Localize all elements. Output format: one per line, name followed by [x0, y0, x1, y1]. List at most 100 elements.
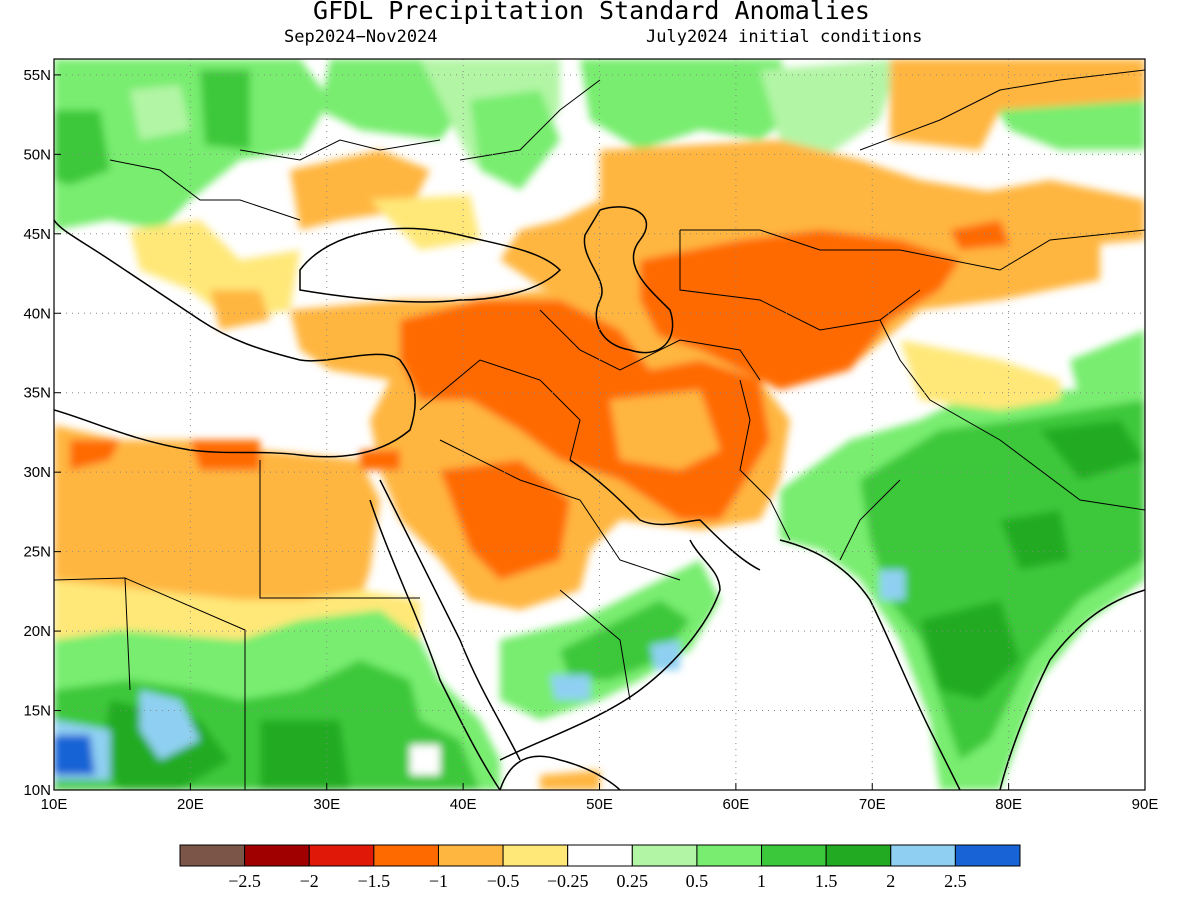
border-line — [539, 309, 761, 381]
lat-tick-label: 25N — [23, 544, 51, 561]
border-line — [259, 460, 420, 599]
border-line — [439, 439, 681, 581]
colorbar-swatch — [696, 844, 763, 867]
forecast-period: Sep2024−Nov2024 — [284, 27, 438, 47]
lat-tick-label: 10N — [23, 782, 51, 799]
colorbar-label: −0.25 — [547, 871, 589, 891]
anomaly-region — [54, 735, 95, 775]
arabian-coast — [499, 539, 721, 761]
anomaly-region — [950, 220, 1010, 250]
anomaly-region — [54, 110, 110, 185]
colorbar-swatch — [631, 844, 698, 867]
anomaly-region — [54, 59, 330, 230]
east-africa-coast — [499, 755, 621, 790]
border-line — [239, 139, 441, 161]
anomaly-region — [200, 70, 250, 150]
anomaly-region — [410, 745, 440, 775]
colorbar-swatch — [373, 844, 439, 867]
lon-tick-label: 60E — [723, 796, 750, 813]
lon-tick-label: 80E — [995, 796, 1022, 813]
lat-tick-label: 30N — [23, 464, 51, 481]
initial-conditions: July2024 initial conditions — [646, 27, 923, 47]
lon-tick-label: 90E — [1132, 796, 1159, 813]
red-sea-coast — [379, 479, 521, 761]
anomaly-region — [890, 59, 1145, 150]
lat-tick-label: 20N — [23, 623, 51, 640]
colorbar-label: 1 — [757, 871, 766, 891]
border-line — [419, 359, 581, 461]
lon-tick-label: 50E — [586, 796, 613, 813]
anomaly-region — [190, 440, 260, 470]
colorbar-swatch — [567, 844, 633, 867]
india-west-coast — [779, 539, 961, 790]
colorbar-swatch — [244, 844, 310, 867]
latitude-labels: 55N 50N 45N 40N 35N 30N 25N 20N 15N 10N — [23, 67, 51, 799]
persian-gulf-coast — [569, 459, 761, 571]
colorbar-swatch — [825, 844, 892, 867]
anomaly-region — [370, 195, 480, 250]
lat-tick-label: 50N — [23, 146, 51, 163]
india-east-coast — [999, 589, 1145, 790]
caspian-sea-coast — [583, 206, 674, 354]
colorbar-label: −1 — [429, 871, 448, 891]
anomaly-region — [470, 90, 560, 190]
map-title: GFDL Precipitation Standard Anomalies — [313, 0, 870, 25]
colorbar-label: −0.5 — [487, 871, 520, 891]
lat-tick-label: 35N — [23, 385, 51, 402]
border-line — [124, 577, 131, 691]
lon-tick-label: 10E — [41, 796, 68, 813]
coastlines — [54, 206, 1145, 790]
border-line — [839, 479, 901, 561]
lat-tick-label: 45N — [23, 226, 51, 243]
country-borders — [54, 69, 1145, 790]
border-line — [679, 230, 921, 331]
anomaly-region — [880, 570, 905, 600]
anomaly-region — [210, 290, 270, 330]
colorbar-swatch — [761, 844, 827, 867]
anomaly-region — [440, 460, 570, 580]
border-line — [680, 229, 1145, 271]
colorbar-labels: −2.5 −2 −1.5 −1 −0.5 −0.25 0.25 0.5 1 1.5 2 2.5 — [228, 871, 966, 891]
colorbar-swatch — [437, 844, 504, 867]
anomaly-region — [580, 59, 800, 150]
colorbar-swatch — [890, 844, 956, 867]
colorbar-label: 1.5 — [815, 871, 838, 891]
anomaly-field — [54, 59, 1145, 790]
lat-tick-label: 15N — [23, 703, 51, 720]
anomaly-region — [1070, 330, 1145, 400]
colorbar — [179, 844, 1021, 867]
colorbar-label: 2 — [886, 871, 895, 891]
colorbar-swatch — [502, 844, 569, 867]
anomaly-region — [610, 390, 720, 470]
anomaly-region — [640, 230, 960, 390]
anomaly-region — [920, 600, 1020, 700]
longitude-labels: 10E 20E 30E 40E 50E 60E 70E 80E 90E — [41, 796, 1159, 813]
anomaly-region — [260, 720, 350, 790]
colorbar-label: 2.5 — [944, 871, 967, 891]
anomaly-region — [1040, 420, 1145, 480]
lon-tick-label: 30E — [313, 796, 340, 813]
colorbar-swatch — [308, 844, 375, 867]
border-line — [459, 79, 601, 161]
border-line — [109, 159, 301, 221]
anomaly-region — [1000, 510, 1070, 570]
colorbar-label: −2.5 — [228, 871, 261, 891]
border-line — [739, 379, 791, 541]
axis-ticks — [53, 74, 1146, 791]
anomaly-region — [54, 425, 380, 640]
lon-tick-label: 20E — [177, 796, 204, 813]
border-line — [879, 319, 1145, 511]
black-sea-coast — [299, 227, 562, 303]
anomaly-region — [550, 675, 590, 700]
border-line — [559, 589, 631, 701]
colorbar-label: 0.5 — [686, 871, 709, 891]
colorbar-label: −2 — [300, 871, 319, 891]
anomaly-region — [540, 770, 600, 790]
border-line — [54, 577, 246, 790]
anomaly-region — [760, 59, 900, 160]
anomaly-region — [70, 440, 120, 470]
lon-tick-label: 70E — [859, 796, 886, 813]
red-sea-coast-west — [369, 499, 501, 790]
colorbar-label: −1.5 — [358, 871, 391, 891]
